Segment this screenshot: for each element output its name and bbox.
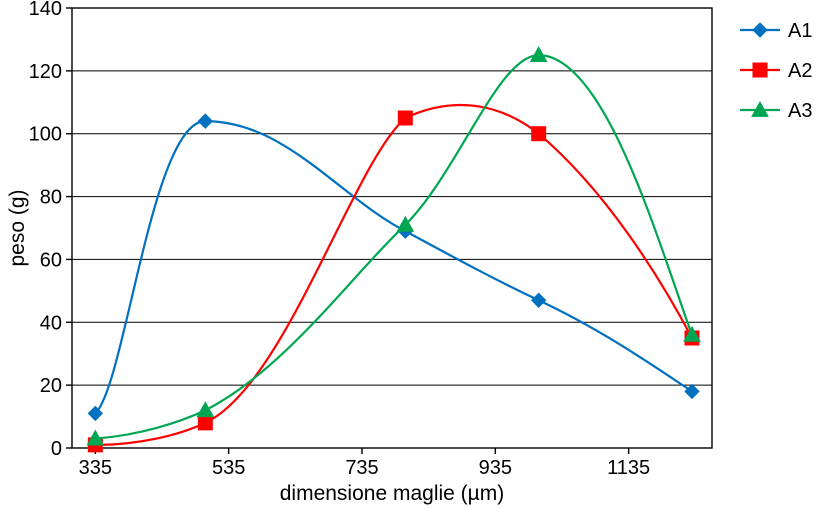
y-tick-label: 40 xyxy=(40,312,62,334)
legend-label-a3: A3 xyxy=(788,100,812,122)
y-tick-label: 100 xyxy=(29,124,62,146)
y-tick-label: 120 xyxy=(29,61,62,83)
y-tick-label: 140 xyxy=(29,0,62,20)
y-tick-label: 60 xyxy=(40,249,62,271)
x-axis-label: dimensione maglie (µm) xyxy=(280,482,505,505)
x-tick-label: 535 xyxy=(212,457,245,479)
chart-container: 0 20 40 60 80 100 120 140 335 535 735 935 1135 dimens… xyxy=(0,0,830,509)
series-line-a3 xyxy=(95,55,692,439)
y-axis-label: peso (g) xyxy=(6,189,29,266)
x-tick-label: 335 xyxy=(79,457,112,479)
series-line-a1 xyxy=(95,121,692,413)
series-line-a2 xyxy=(95,105,692,445)
x-tick-label: 735 xyxy=(345,457,378,479)
y-tick-label: 0 xyxy=(51,438,62,460)
y-tick-label: 20 xyxy=(40,375,62,397)
legend-label-a1: A1 xyxy=(788,20,812,42)
y-tick-label: 80 xyxy=(40,187,62,209)
x-tick-label: 1135 xyxy=(607,457,650,479)
x-tick-label: 935 xyxy=(479,457,512,479)
legend-label-a2: A2 xyxy=(788,60,812,82)
line-chart: 0 20 40 60 80 100 120 140 335 535 735 935 1135 dimens… xyxy=(0,0,830,509)
